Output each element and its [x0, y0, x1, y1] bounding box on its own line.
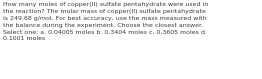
- Text: How many moles of copper(II) sulfate pentahydrate were used in
the reaction? The: How many moles of copper(II) sulfate pen…: [3, 2, 208, 41]
